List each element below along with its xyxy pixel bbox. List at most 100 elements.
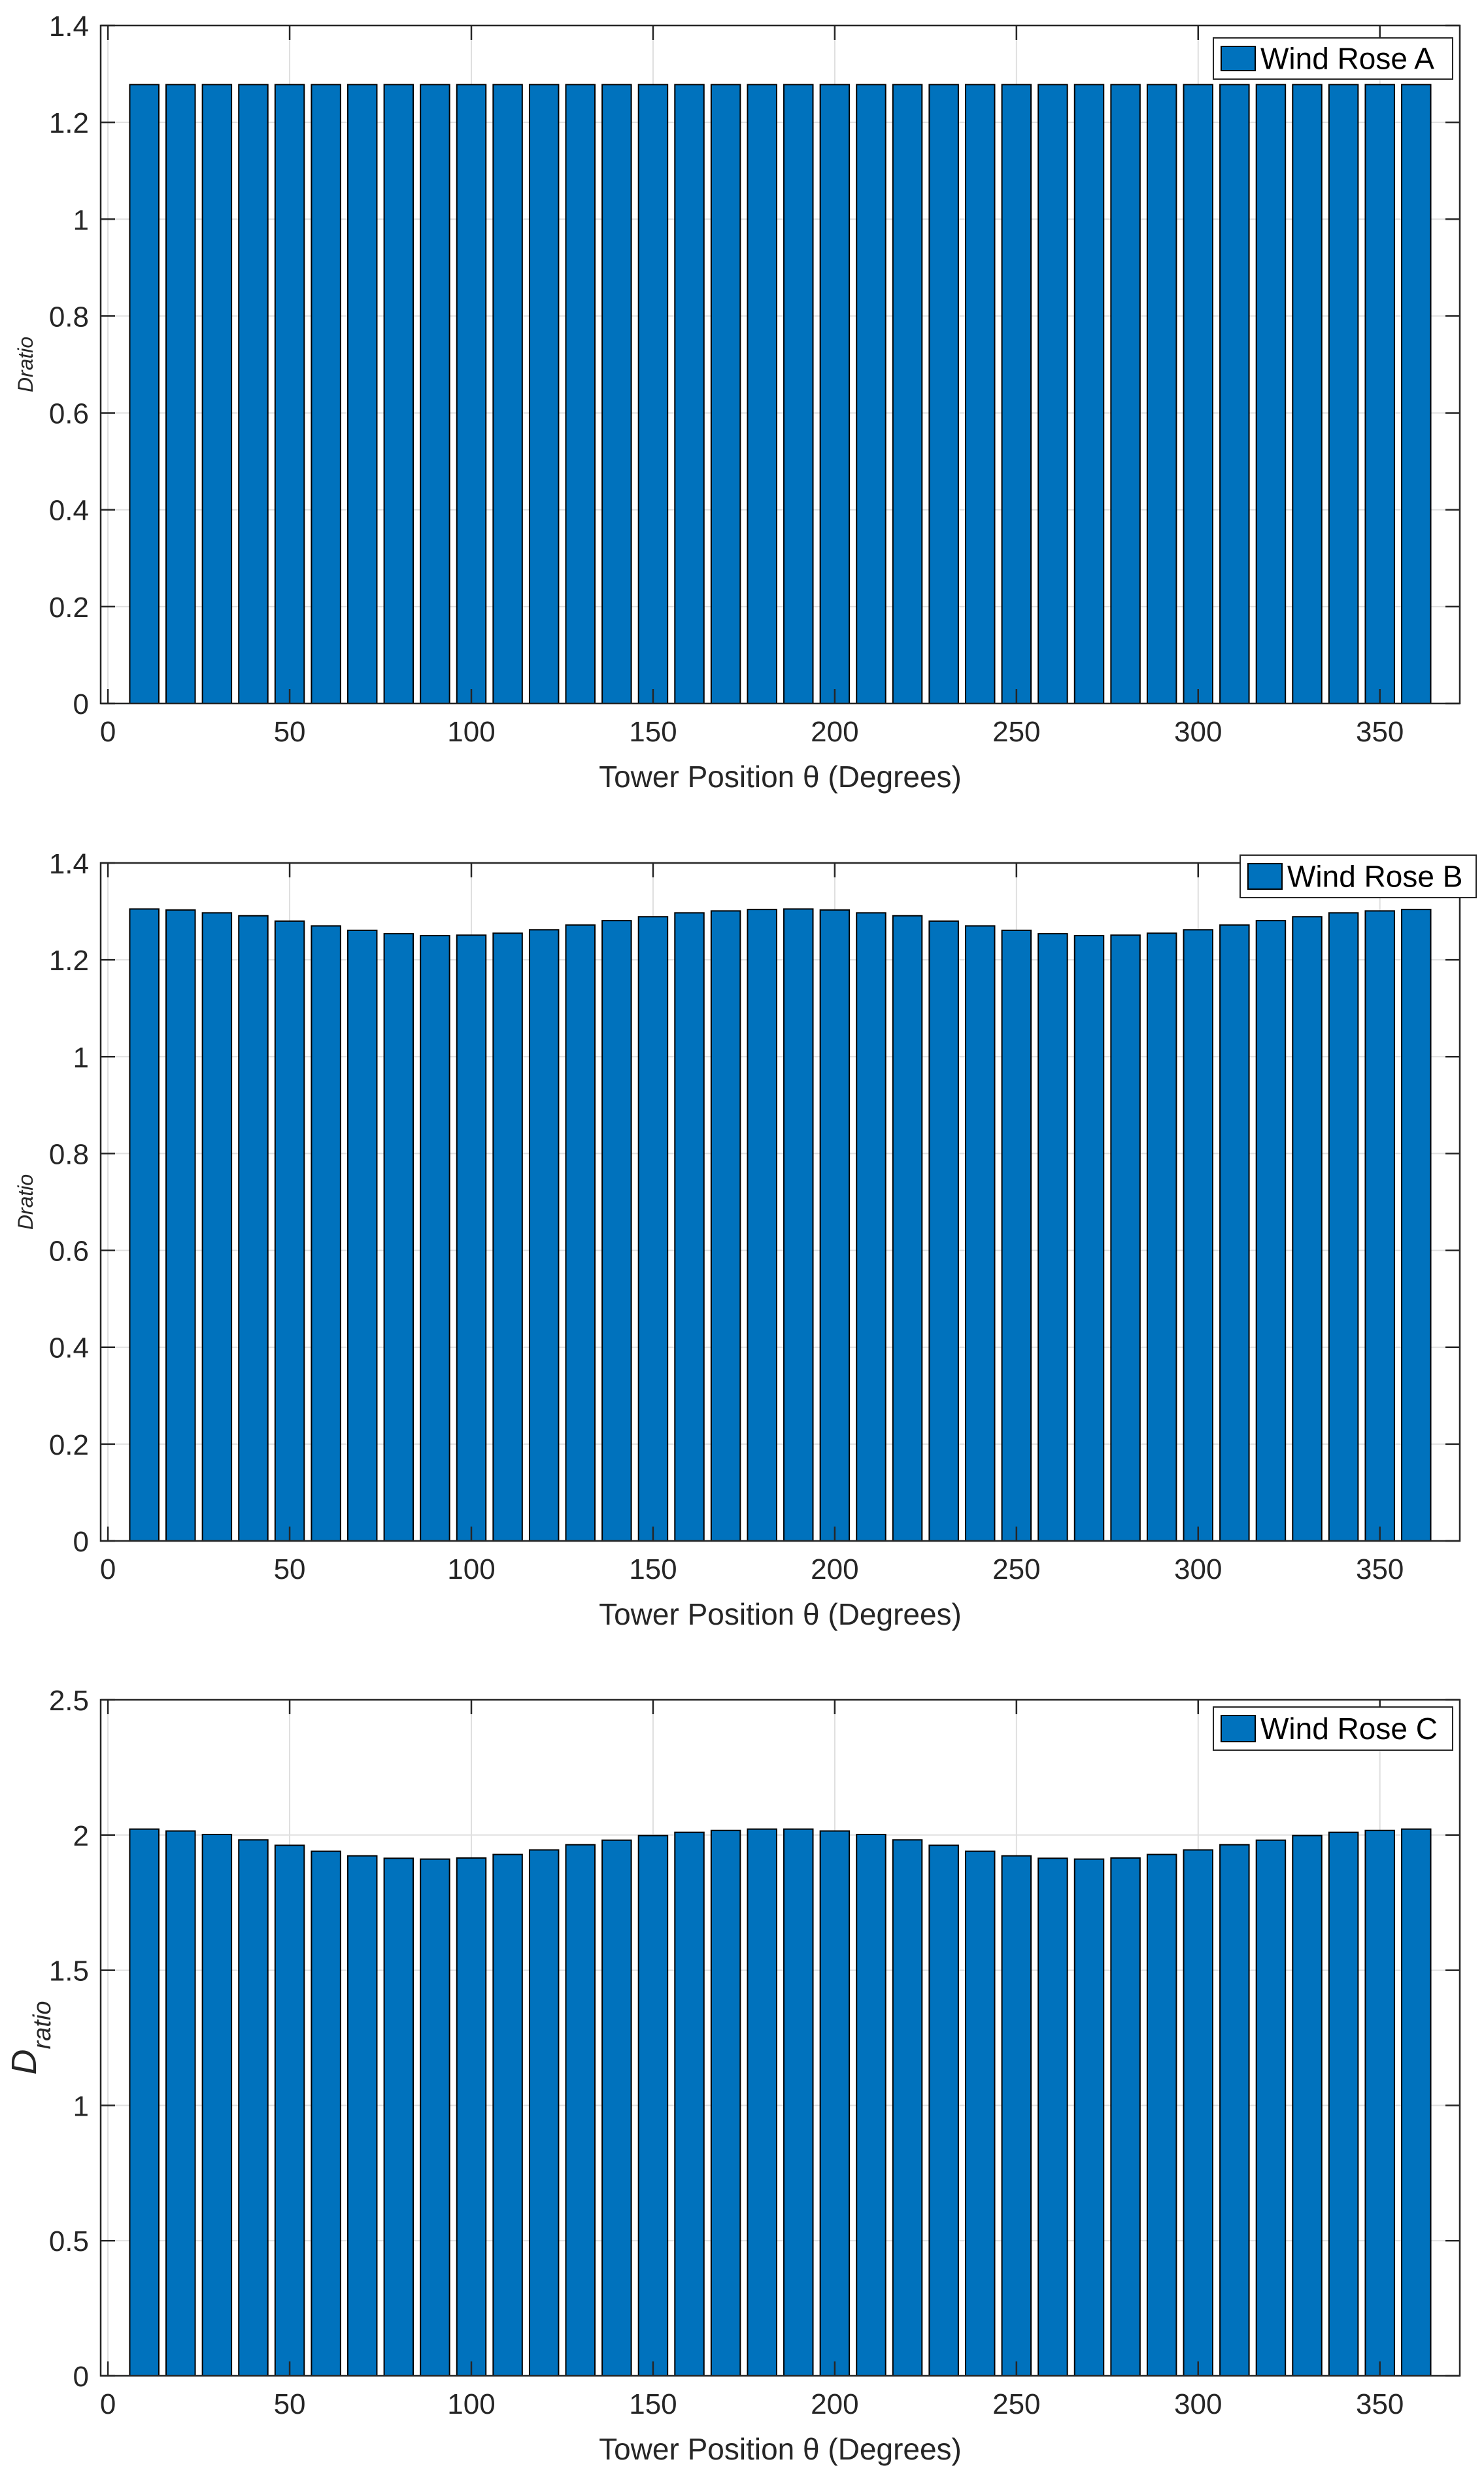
bar bbox=[1037, 1857, 1068, 2376]
y-tick-label: 0.2 bbox=[49, 1429, 89, 1461]
bar bbox=[819, 84, 851, 705]
x-axis-label: Tower Position θ (Degrees) bbox=[599, 760, 962, 794]
bar bbox=[710, 1829, 741, 2376]
y-tick-label: 0 bbox=[73, 1526, 89, 1558]
bar bbox=[1073, 935, 1105, 1542]
bar bbox=[201, 84, 233, 705]
bar bbox=[1255, 1839, 1287, 2377]
bar bbox=[565, 924, 596, 1542]
bar bbox=[637, 84, 669, 705]
y-tick-label: 0.2 bbox=[49, 592, 89, 624]
x-tick-label: 100 bbox=[447, 2388, 495, 2420]
bar bbox=[1255, 84, 1287, 705]
x-tick-label: 300 bbox=[1174, 1553, 1222, 1585]
y-axis-label-main: D bbox=[5, 2049, 44, 2074]
x-tick-label: 0 bbox=[100, 2388, 116, 2420]
bar bbox=[783, 908, 814, 1542]
bar bbox=[420, 1858, 450, 2376]
chart-panel-0: 0 50 100 150 200 250 300 350 0 0.2 0.4 0.6 0.8 1 1.2 1.… bbox=[14, 10, 1461, 794]
bar bbox=[601, 920, 632, 1542]
x-tick-label: 350 bbox=[1356, 716, 1404, 748]
bar bbox=[129, 84, 160, 705]
y-tick-label: 0.5 bbox=[49, 2225, 89, 2257]
bar bbox=[1255, 920, 1287, 1542]
bar bbox=[1328, 84, 1359, 705]
axes-box bbox=[99, 24, 1461, 705]
bar bbox=[710, 84, 741, 705]
bar bbox=[965, 925, 996, 1542]
bar bbox=[347, 929, 378, 1542]
bar bbox=[311, 1850, 341, 2376]
bar bbox=[1001, 929, 1032, 1542]
bar bbox=[129, 908, 160, 1542]
x-tick-label: 50 bbox=[274, 1553, 306, 1585]
x-tick-label: 200 bbox=[811, 2388, 858, 2420]
bar bbox=[1146, 1853, 1177, 2376]
bar bbox=[1110, 934, 1141, 1542]
x-tick-label: 150 bbox=[629, 2388, 677, 2420]
y-tick-label: 1.2 bbox=[49, 945, 89, 977]
bar bbox=[528, 929, 560, 1542]
bar bbox=[383, 1857, 414, 2376]
bar bbox=[1219, 1844, 1250, 2377]
bar bbox=[1401, 909, 1432, 1542]
x-tick-label: 300 bbox=[1174, 716, 1222, 748]
bar bbox=[965, 1850, 996, 2376]
bar bbox=[819, 909, 851, 1542]
bar bbox=[637, 916, 669, 1542]
x-tick-label: 150 bbox=[629, 1553, 677, 1585]
x-tick-label: 350 bbox=[1356, 2388, 1404, 2420]
y-tick-label: 1.5 bbox=[49, 1955, 89, 1987]
bar bbox=[165, 1830, 196, 2376]
bar bbox=[238, 84, 269, 705]
legend-swatch bbox=[1247, 863, 1283, 890]
bar bbox=[1328, 1831, 1359, 2377]
y-tick-label: 1.4 bbox=[49, 848, 89, 880]
bar bbox=[274, 1844, 305, 2377]
axes-box bbox=[99, 1699, 1461, 2377]
bar bbox=[420, 84, 450, 705]
bar bbox=[783, 1828, 814, 2376]
bar bbox=[129, 1828, 160, 2376]
y-tick-label: 0.8 bbox=[49, 1138, 89, 1170]
bar bbox=[819, 1830, 851, 2376]
chart-panel-1: 0 50 100 150 200 250 300 350 0 0.2 0.4 0.6 0.8 1 1.2 1.… bbox=[14, 848, 1477, 1631]
y-tick-label: 0.6 bbox=[49, 398, 89, 430]
bar bbox=[565, 84, 596, 705]
y-tick-label: 1.2 bbox=[49, 107, 89, 139]
y-axis-label: Dratio bbox=[14, 1174, 37, 1230]
y-tick-label: 1 bbox=[73, 2090, 89, 2122]
bar bbox=[928, 1844, 959, 2377]
bar bbox=[674, 912, 705, 1542]
bar bbox=[1183, 84, 1214, 705]
y-tick-label: 2 bbox=[73, 1820, 89, 1852]
bar bbox=[165, 909, 196, 1542]
y-tick-label: 0 bbox=[73, 2361, 89, 2393]
bar bbox=[456, 84, 487, 705]
bar bbox=[928, 920, 959, 1542]
bar bbox=[274, 920, 305, 1542]
bar bbox=[1328, 912, 1359, 1542]
x-tick-label: 50 bbox=[274, 716, 306, 748]
bar bbox=[892, 1839, 923, 2377]
y-axis-label-subscript: ratio bbox=[29, 2001, 56, 2050]
x-tick-label: 100 bbox=[447, 1553, 495, 1585]
x-axis-label: Tower Position θ (Degrees) bbox=[599, 2432, 962, 2466]
bar bbox=[747, 909, 777, 1542]
bar bbox=[1001, 84, 1032, 705]
bar bbox=[710, 910, 741, 1542]
bar bbox=[1037, 84, 1068, 705]
bar bbox=[1219, 924, 1250, 1542]
legend: Wind Rose C bbox=[1213, 1706, 1453, 1751]
legend: Wind Rose A bbox=[1213, 37, 1453, 80]
bar bbox=[637, 1834, 669, 2376]
x-axis-label: Tower Position θ (Degrees) bbox=[599, 1597, 962, 1631]
bar bbox=[492, 84, 523, 705]
bar bbox=[1401, 84, 1432, 705]
x-tick-label: 0 bbox=[100, 716, 116, 748]
bar bbox=[1037, 933, 1068, 1542]
y-tick-label: 1 bbox=[73, 1041, 89, 1073]
bar bbox=[1146, 84, 1177, 705]
bar bbox=[383, 84, 414, 705]
bar bbox=[856, 912, 886, 1542]
